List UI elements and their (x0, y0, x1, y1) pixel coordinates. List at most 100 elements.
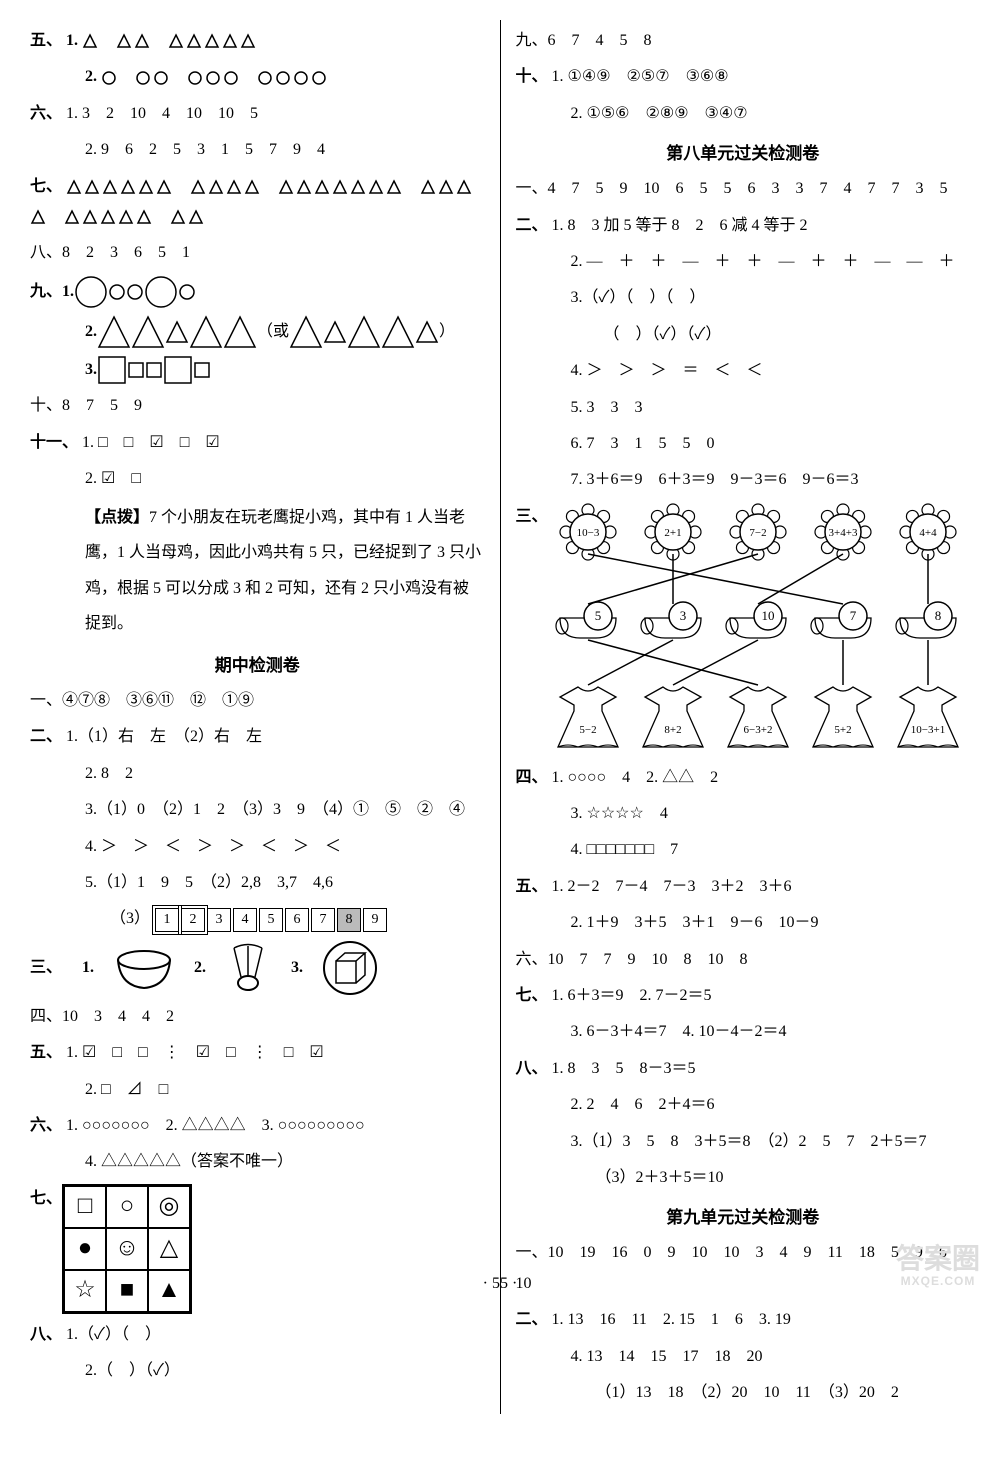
q7-label: 七、 (30, 178, 62, 195)
u8-2-1-text: 1. 8 3 加 5 等于 8 2 6 减 4 等于 2 (552, 217, 808, 234)
m3-label: 三、 (30, 953, 62, 983)
cube-icon (323, 941, 378, 996)
m8-2: 2.（ ）（✓） (30, 1356, 485, 1386)
m5-1: 五、 1. ☑ □ □ ⋮ ☑ □ ⋮ □ ☑ (30, 1038, 485, 1068)
u8-5-1-text: 1. 2－2 7－4 7－3 3＋2 3＋6 (552, 878, 792, 895)
q11-2: 2. ☑ □ (30, 464, 485, 494)
watermark-small: MXQE.COM (896, 1275, 980, 1288)
r-q10-2: 2. ①⑤⑥ ②⑧⑨ ③④⑦ (515, 99, 970, 129)
u8-3: 三、 10−32+17−23+4+34+45310785−28+26−3+25+… (515, 502, 970, 757)
u8-2-3b: （ ）（✓）（✓） (515, 320, 970, 350)
u8-4-3: 3. ☆☆☆☆ 4 (515, 799, 970, 829)
u9-2-label: 二、 (515, 1311, 547, 1328)
left-column: 五、 1. 2. 六、 1. 3 2 10 4 10 10 5 2. 9 6 2… (30, 20, 485, 1414)
q9-label: 九、 (30, 277, 62, 307)
svg-text:7−2: 7−2 (749, 527, 766, 539)
q11-1: 十一、 1. □ □ ☑ □ ☑ (30, 428, 485, 458)
m2-5-3-boxes: 123456789 (154, 910, 388, 927)
u8-1: 一、4 7 5 9 10 6 5 5 6 3 3 7 4 7 7 3 5 (515, 174, 970, 204)
shuttlecock-icon (226, 943, 271, 993)
r-q9: 九、6 7 4 5 8 (515, 26, 970, 56)
m2-5: 5.（1）1 9 5 （2）2,8 3,7 4,6 (30, 868, 485, 898)
u8-8-1: 八、 1. 8 3 5 8－3＝5 (515, 1054, 970, 1084)
u8-5-label: 五、 (515, 878, 547, 895)
u8-2-7: 7. 3＋6＝9 6＋3＝9 9－3＝6 9－6＝3 (515, 465, 970, 495)
u8-4-1-text: 1. ○○○○ 4 2. △△ 2 (552, 769, 719, 786)
svg-text:3+4+3: 3+4+3 (828, 527, 857, 539)
u8-8-2: 2. 2 4 6 2＋4＝6 (515, 1090, 970, 1120)
svg-text:3: 3 (679, 608, 686, 623)
q5-1-label: 1. (66, 32, 78, 49)
m6-4: 4. △△△△△（答案不唯一） (30, 1147, 485, 1177)
m3-2l: 2. (194, 953, 206, 983)
u8-4-1: 四、 1. ○○○○ 4 2. △△ 2 (515, 763, 970, 793)
u8-2-1: 二、 1. 8 3 加 5 等于 8 2 6 减 4 等于 2 (515, 211, 970, 241)
watermark-big: 答案圈 (896, 1244, 980, 1275)
u9-title: 第九单元过关检测卷 (515, 1203, 970, 1228)
q7-shapes (30, 178, 474, 225)
page-number: · 55 · (0, 1275, 1000, 1293)
svg-text:10: 10 (761, 608, 774, 623)
m2-4: 4. ＞ ＞ ＜ ＞ ＞ ＜ ＞ ＜ (30, 832, 485, 862)
watermark: 答案圈 MXQE.COM (896, 1244, 980, 1288)
column-divider (500, 20, 501, 1414)
q9-1-label: 1. (62, 277, 74, 307)
m2-1: 二、 1.（1）右 左 （2）右 左 (30, 722, 485, 752)
svg-text:10−3+1: 10−3+1 (910, 724, 944, 736)
q5-1-shapes (82, 32, 274, 49)
svg-text:5: 5 (594, 608, 601, 623)
svg-text:5−2: 5−2 (579, 724, 596, 736)
q11-label: 十一、 (30, 434, 78, 451)
svg-text:8: 8 (934, 608, 941, 623)
svg-text:4+4: 4+4 (919, 527, 937, 539)
right-column: 九、6 7 4 5 8 十、 1. ①④⑨ ②⑤⑦ ③⑥⑧ 2. ①⑤⑥ ②⑧⑨… (515, 20, 970, 1414)
m2-5-3: （3） 123456789 (30, 904, 485, 934)
m7-label: 七、 (30, 1184, 62, 1214)
m2-1-text: 1.（1）右 左 （2）右 左 (66, 728, 262, 745)
m8-1-text: 1.（✓）（ ） (66, 1326, 161, 1343)
dianbo-label: 【点拨】 (85, 509, 149, 526)
m8-label: 八、 (30, 1326, 62, 1343)
q6-1-text: 1. 3 2 10 4 10 10 5 (66, 105, 258, 122)
m1: 一、④⑦⑧ ③⑥⑪ ⑫ ①⑨ (30, 686, 485, 716)
q9-1: 九、 1. (30, 275, 485, 309)
r-q10-1: 十、 1. ①④⑨ ②⑤⑦ ③⑥⑧ (515, 62, 970, 92)
u8-2-6: 6. 7 3 1 5 5 0 (515, 429, 970, 459)
u9-2-1-text: 1. 13 16 11 2. 15 1 6 3. 19 (552, 1311, 791, 1328)
q11-dianbo: 【点拨】7 个小朋友在玩老鹰捉小鸡，其中有 1 人当老鹰，1 人当母鸡，因此小鸡… (30, 500, 485, 641)
q6-label: 六、 (30, 105, 62, 122)
q6-1: 六、 1. 3 2 10 4 10 10 5 (30, 99, 485, 129)
q10: 十、8 7 5 9 (30, 391, 485, 421)
m3: 三、 1. 2. 3. (30, 941, 485, 996)
svg-text:7: 7 (849, 608, 856, 623)
m6-label: 六、 (30, 1117, 62, 1134)
q5-2-shapes (101, 68, 345, 85)
u8-2-label: 二、 (515, 217, 547, 234)
q9-3-shapes (97, 355, 211, 385)
m4: 四、10 3 4 4 2 (30, 1002, 485, 1032)
q9-2b-shapes (289, 315, 439, 349)
u8-8-3: 3.（1）3 5 8 3＋5＝8 （2）2 5 7 2＋5＝7 (515, 1127, 970, 1157)
mid-title: 期中检测卷 (30, 651, 485, 676)
q5-2: 2. (30, 62, 485, 92)
m7: 七、 □○◎●☺△☆■▲ (30, 1184, 485, 1314)
m3-3l: 3. (291, 953, 303, 983)
bowl-icon (114, 946, 174, 991)
u8-2-3a: 3.（✓）（ ）（ ） (515, 283, 970, 313)
m6-1-text: 1. ○○○○○○○ 2. △△△△ 3. ○○○○○○○○○ (66, 1117, 365, 1134)
m2-2: 2. 8 2 (30, 759, 485, 789)
u8-7-34: 3. 6－3＋4＝7 4. 10－4－2＝4 (515, 1017, 970, 1047)
m8-1: 八、 1.（✓）（ ） (30, 1320, 485, 1350)
u8-7-label: 七、 (515, 987, 547, 1004)
u8-7-12: 七、 1. 6＋3＝9 2. 7－2＝5 (515, 981, 970, 1011)
q9-3: 3. (30, 355, 485, 385)
u8-8-3b: （3）2＋3＋5＝10 (515, 1163, 970, 1193)
u8-4-4: 4. □□□□□□□ 7 (515, 835, 970, 865)
r-q10-1-text: 1. ①④⑨ ②⑤⑦ ③⑥⑧ (552, 68, 729, 85)
u8-8-1-text: 1. 8 3 5 8－3＝5 (552, 1060, 696, 1077)
svg-text:8+2: 8+2 (664, 724, 681, 736)
q9-3-label: 3. (85, 355, 97, 385)
q7: 七、 (30, 172, 485, 233)
matching-diagram: 10−32+17−23+4+34+45310785−28+26−3+25+210… (548, 502, 968, 757)
q8: 八、8 2 3 6 5 1 (30, 238, 485, 268)
